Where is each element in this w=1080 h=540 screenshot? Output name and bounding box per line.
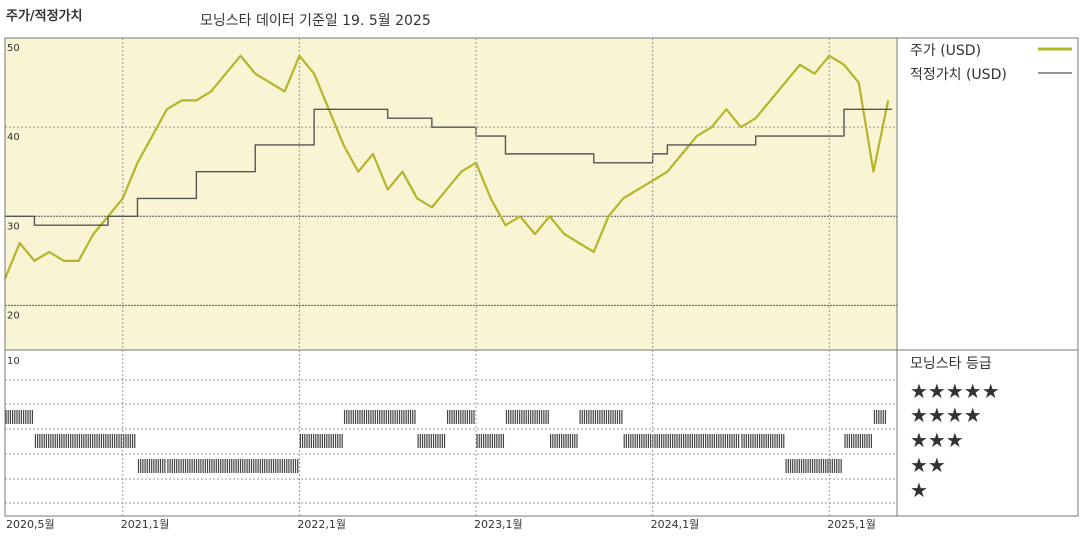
rating-period xyxy=(623,434,740,448)
rating-period xyxy=(550,434,578,448)
rating-period xyxy=(417,434,446,448)
rating-period xyxy=(505,410,549,424)
rating-period xyxy=(123,434,136,448)
y-tick-label: 20 xyxy=(7,310,20,321)
legend-label-fair-value: 적정가치 (USD) xyxy=(910,67,1007,83)
star-level-label: ★ xyxy=(910,478,928,502)
rating-period xyxy=(34,434,122,448)
chart-title: 주가/적정가치 xyxy=(6,8,83,24)
y-tick-label: 10 xyxy=(7,356,20,367)
rating-period xyxy=(167,459,299,473)
rating-period xyxy=(873,410,887,424)
y-tick-label: 40 xyxy=(7,132,20,143)
star-level-label: ★★★★★ xyxy=(910,379,1000,403)
legend: 주가 (USD)적정가치 (USD)모닝스타 등급★★★★★★★★★★★★★★★ xyxy=(910,43,1072,502)
x-tick-label: 2022,1월 xyxy=(297,518,346,531)
rating-period xyxy=(741,434,785,448)
rating-period xyxy=(299,434,343,448)
rating-period xyxy=(844,434,873,448)
fair-value-line xyxy=(5,108,892,226)
y-tick-label: 30 xyxy=(7,221,20,232)
rating-period xyxy=(579,410,623,424)
x-tick-label: 2020,5월 xyxy=(6,518,55,531)
rating-period xyxy=(5,410,34,424)
rating-period xyxy=(446,410,475,424)
rating-period xyxy=(476,434,505,448)
star-level-label: ★★ xyxy=(910,453,946,477)
x-tick-label: 2024,1월 xyxy=(651,518,700,531)
star-level-label: ★★★ xyxy=(910,428,964,452)
x-tick-label: 2023,1월 xyxy=(474,518,523,531)
x-tick-label: 2025,1월 xyxy=(827,518,876,531)
y-tick-label: 50 xyxy=(7,43,20,54)
chart-frame xyxy=(4,37,1079,517)
legend-label-price: 주가 (USD) xyxy=(910,43,981,59)
rating-panel-title: 모닝스타 등급 xyxy=(910,356,992,372)
chart-subtitle: 모닝스타 데이터 기준일 19. 5월 2025 xyxy=(200,13,431,29)
price-panel-background xyxy=(5,38,897,350)
rating-period xyxy=(343,410,416,424)
rating-panel: 10 xyxy=(5,356,897,504)
price-panel: 50 40 30 20 xyxy=(3,38,897,350)
x-tick-label: 2021,1월 xyxy=(121,518,170,531)
rating-period xyxy=(785,459,842,473)
rating-period xyxy=(137,459,166,473)
price-line xyxy=(3,54,890,280)
star-level-label: ★★★★ xyxy=(910,403,982,427)
